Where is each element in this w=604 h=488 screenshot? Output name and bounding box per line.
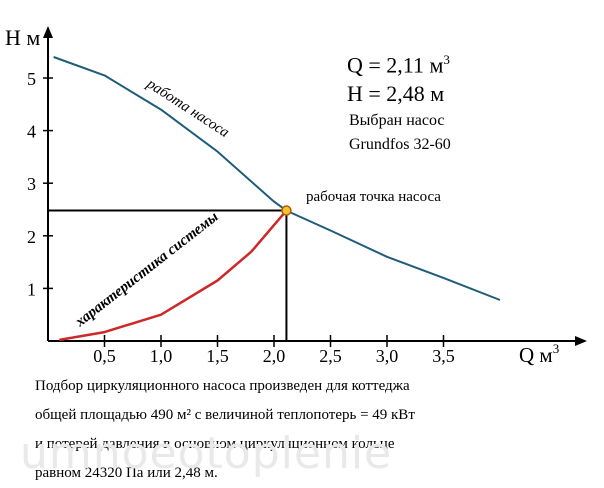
caption-line: равном 24320 Па или 2,48 м. [35,465,218,481]
y-axis-label: H м [5,25,40,50]
caption-line: общей площадью 490 м² с величиной теплоп… [35,407,415,423]
y-tick-label: 4 [27,122,36,142]
x-tick-label: 1,5 [206,346,229,366]
watermark: umnoeotoplenie [20,428,393,479]
pump-selection-chart: 0,5 1,0 1,5 2,0 2,5 3,0 3,5 1 2 3 4 5 H м Q м3 рабо… [5,25,587,367]
pump-selected: Выбран насос [349,112,445,129]
x-tick-label: 3,5 [432,346,455,366]
system-curve-label: характеристика системы [72,209,222,331]
pump-model: Grundfos 32-60 [349,136,451,153]
x-axis-label: Q м3 [519,341,559,367]
caption: Подбор циркуляционного насоса произведен… [35,372,595,488]
operating-point-marker [281,205,292,216]
result-q: Q = 2,11 м3 [347,52,450,78]
y-tick-label: 2 [27,227,36,247]
caption-line: Подбор циркуляционного насоса произведен… [35,378,410,394]
y-tick-label: 3 [27,174,36,194]
caption-line: и потерей давления в основном циркуляцио… [35,436,395,452]
x-tick-label: 0,5 [93,346,116,366]
x-tick-label: 2,0 [263,346,286,366]
y-tick-label: 5 [27,69,36,89]
x-tick-label: 2,5 [319,346,342,366]
pump-curve-label: работа насоса [143,75,232,140]
system-curve [59,209,288,342]
y-tick-label: 1 [27,279,36,299]
x-tick-label: 1,0 [150,346,173,366]
operating-point-label: рабочая точка насоса [306,189,441,205]
x-tick-label: 3,0 [376,346,399,366]
result-h: H = 2,48 м [347,81,445,106]
pump-curve [53,56,501,301]
